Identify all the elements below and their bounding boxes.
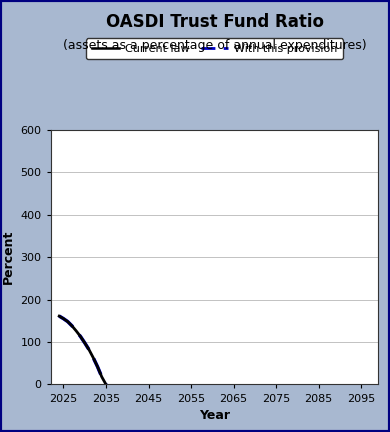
X-axis label: Year: Year	[199, 409, 230, 422]
Legend: Current law, With this provision: Current law, With this provision	[86, 38, 343, 60]
Text: (assets as a percentage of annual expenditures): (assets as a percentage of annual expend…	[63, 39, 366, 52]
Text: OASDI Trust Fund Ratio: OASDI Trust Fund Ratio	[106, 13, 323, 31]
Y-axis label: Percent: Percent	[2, 230, 15, 284]
